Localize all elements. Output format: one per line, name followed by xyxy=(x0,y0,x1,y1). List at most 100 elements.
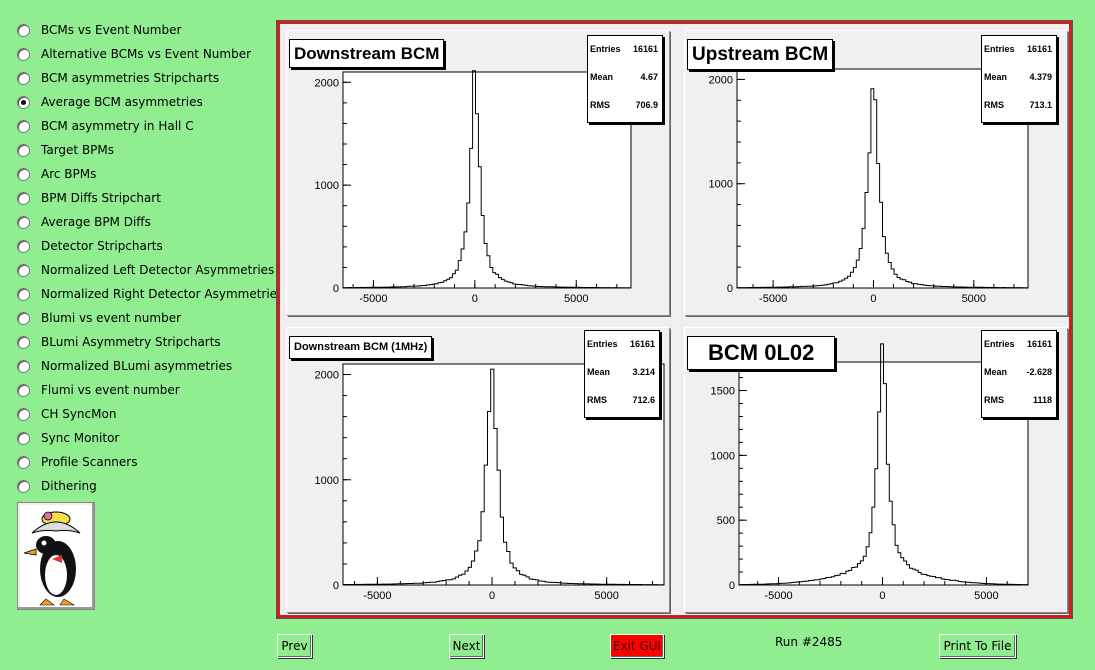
stats-row: RMS 713.1 xyxy=(984,100,1052,110)
exit-gui-button[interactable]: Exit GUI xyxy=(610,634,664,658)
histogram-title: BCM 0L02 xyxy=(687,336,836,370)
stats-value: 3.214 xyxy=(632,367,655,377)
radio-button[interactable] xyxy=(17,167,30,181)
sidebar-option[interactable]: BLumi Asymmetry Stripcharts xyxy=(14,330,270,354)
stats-value: 4.379 xyxy=(1029,72,1052,82)
sidebar-option[interactable]: Normalized Left Detector Asymmetries xyxy=(14,258,274,282)
radio-button[interactable] xyxy=(17,311,30,325)
radio-button[interactable] xyxy=(17,119,30,133)
sidebar-option[interactable]: BCM asymmetries Stripcharts xyxy=(14,66,270,90)
stats-value: 712.6 xyxy=(632,395,655,405)
sidebar-option[interactable]: Dithering xyxy=(14,474,270,498)
sidebar-option[interactable]: Flumi vs event number xyxy=(14,378,270,402)
stats-row: RMS 1118 xyxy=(984,395,1052,405)
histogram-line xyxy=(342,70,632,289)
radio-button[interactable] xyxy=(17,239,30,253)
histogram-line xyxy=(342,368,665,586)
x-tick-label: 5000 xyxy=(594,590,618,602)
radio-button[interactable] xyxy=(17,191,30,205)
radio-button[interactable] xyxy=(17,407,30,421)
next-button[interactable]: Next xyxy=(449,634,484,658)
histogram-pad[interactable]: 0 1000 2000 -5000 0 5000 Downstream BCM (1MHz)… xyxy=(286,327,669,612)
radio-button[interactable] xyxy=(17,287,30,301)
stats-value: 16161 xyxy=(1026,339,1052,349)
sidebar-option-label: Dithering xyxy=(41,479,97,493)
sidebar-option-label: BCM asymmetry in Hall C xyxy=(41,119,194,133)
sidebar-option-label: BPM Diffs Stripchart xyxy=(41,191,161,205)
sidebar-option-label: BLumi Asymmetry Stripcharts xyxy=(41,335,221,349)
y-tick-label: 0 xyxy=(333,283,339,295)
radio-button[interactable] xyxy=(17,47,30,61)
radio-button[interactable] xyxy=(17,455,30,469)
stats-label: Entries xyxy=(984,44,1015,54)
histogram-pad[interactable]: 0 1000 2000 -5000 0 5000 Downstream BCM Entries… xyxy=(286,30,669,315)
radio-button[interactable] xyxy=(17,23,30,37)
radio-button[interactable] xyxy=(17,335,30,349)
stats-row: Mean -2.628 xyxy=(984,367,1052,377)
x-tick-label: 0 xyxy=(489,590,495,602)
sidebar-option[interactable]: Sync Monitor xyxy=(14,426,270,450)
stats-label: Mean xyxy=(984,367,1008,377)
stats-label: RMS xyxy=(984,395,1004,405)
prev-button[interactable]: Prev xyxy=(277,634,312,658)
radio-button[interactable] xyxy=(17,383,30,397)
run-number-label: Run #2485 xyxy=(775,635,843,649)
radio-button[interactable] xyxy=(17,479,30,493)
stats-row: Entries 16161 xyxy=(590,44,658,54)
stats-label: Mean xyxy=(984,72,1008,82)
radio-button[interactable] xyxy=(17,431,30,445)
y-tick-label: 1000 xyxy=(315,475,339,487)
canvas-area: 0 1000 2000 -5000 0 5000 Downstream BCM Entries… xyxy=(280,24,1069,615)
x-tick-label: -5000 xyxy=(359,293,387,305)
radio-button[interactable] xyxy=(17,263,30,277)
sidebar-option[interactable]: BCM asymmetry in Hall C xyxy=(14,114,270,138)
stats-value: 16161 xyxy=(629,339,655,349)
plot-frame xyxy=(738,361,1029,586)
sidebar-option[interactable]: Detector Stripcharts xyxy=(14,234,270,258)
radio-button[interactable] xyxy=(17,359,30,373)
y-tick-label: 1000 xyxy=(315,180,339,192)
sidebar-option[interactable]: Normalized BLumi asymmetries xyxy=(14,354,270,378)
sidebar-option[interactable]: BCMs vs Event Number xyxy=(14,18,270,42)
sidebar-option[interactable]: Blumi vs event number xyxy=(14,306,270,330)
stats-value: 1118 xyxy=(1032,395,1052,405)
y-tick-label: 0 xyxy=(333,580,339,592)
stats-label: Mean xyxy=(587,367,611,377)
sidebar-option-label: Alternative BCMs vs Event Number xyxy=(41,47,252,61)
stats-value: -2.628 xyxy=(1026,367,1052,377)
y-tick-label: 1000 xyxy=(709,179,733,191)
sidebar-option-label: Average BCM asymmetries xyxy=(41,95,203,109)
x-tick-label: -5000 xyxy=(363,590,391,602)
sidebar-option-label: Blumi vs event number xyxy=(41,311,182,325)
canvas-frame: 0 1000 2000 -5000 0 5000 Downstream BCM Entries… xyxy=(276,20,1073,619)
sidebar-option-label: CH SyncMon xyxy=(41,407,117,421)
sidebar-option[interactable]: CH SyncMon xyxy=(14,402,270,426)
stats-box: Entries 16161 Mean 4.67 RMS 706.9 xyxy=(587,35,663,123)
x-tick-label: 5000 xyxy=(564,293,588,305)
sidebar-option[interactable]: Profile Scanners xyxy=(14,450,270,474)
radio-button[interactable] xyxy=(17,95,30,109)
stats-value: 4.67 xyxy=(640,72,658,82)
stats-box: Entries 16161 Mean 3.214 RMS 712.6 xyxy=(584,330,660,418)
histogram-pad[interactable]: 0 500 1000 1500 -5000 0 5000 BCM 0L02 Entries 161… xyxy=(684,327,1067,612)
radio-button[interactable] xyxy=(17,215,30,229)
plot-frame xyxy=(736,68,1029,289)
sidebar-option[interactable]: Normalized Right Detector Asymmetries xyxy=(14,282,283,306)
radio-button[interactable] xyxy=(17,71,30,85)
radio-button[interactable] xyxy=(17,143,30,157)
stats-value: 706.9 xyxy=(635,100,658,110)
stats-row: Mean 4.67 xyxy=(590,72,658,82)
stats-value: 16161 xyxy=(1026,44,1052,54)
sidebar-option[interactable]: Average BCM asymmetries xyxy=(14,90,270,114)
print-to-file-button[interactable]: Print To File xyxy=(939,634,1016,658)
histogram-pad[interactable]: 0 1000 2000 -5000 0 5000 Upstream BCM Entries 16… xyxy=(684,30,1067,315)
sidebar-option-label: Target BPMs xyxy=(41,143,115,157)
sidebar-option[interactable]: Alternative BCMs vs Event Number xyxy=(14,42,270,66)
stats-box: Entries 16161 Mean 4.379 RMS 713.1 xyxy=(981,35,1057,123)
stats-label: Entries xyxy=(590,44,621,54)
sidebar-option[interactable]: Arc BPMs xyxy=(14,162,270,186)
sidebar-option[interactable]: BPM Diffs Stripchart xyxy=(14,186,270,210)
histogram-line xyxy=(738,343,1029,586)
sidebar-option[interactable]: Target BPMs xyxy=(14,138,270,162)
sidebar-option[interactable]: Average BPM Diffs xyxy=(14,210,270,234)
